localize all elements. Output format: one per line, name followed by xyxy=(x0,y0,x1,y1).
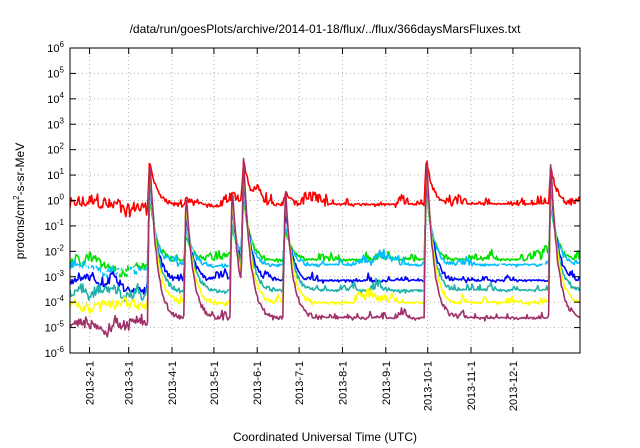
y-tick-label: 10-6 xyxy=(45,345,65,360)
y-tick-label: 10-2 xyxy=(45,243,65,258)
chart-title: /data/run/goesPlots/archive/2014-01-18/f… xyxy=(130,22,522,36)
y-axis-title-part-1: protons/cm xyxy=(13,200,27,259)
y-tick-label: 10-4 xyxy=(45,294,65,309)
series-line-4 xyxy=(70,175,580,295)
x-tick-label: 2013-3-1 xyxy=(124,361,136,405)
y-tick-label: 10-1 xyxy=(45,218,65,233)
y-tick-label: 10-3 xyxy=(45,269,65,284)
x-axis-ticks: 2013-2-1 2013-3-1 2013-4-1 2013-5-1 2013-6-1… xyxy=(85,48,520,411)
y-tick-label: 10-5 xyxy=(45,320,65,335)
y-tick-label: 106 xyxy=(47,40,64,55)
x-tick-label: 2013-12-1 xyxy=(508,361,520,411)
y-tick-label: 105 xyxy=(47,65,64,80)
y-axis-title-part-2: -s-sr-MeV xyxy=(13,143,27,196)
y-axis-ticks: 10-6 10-5 10-4 10-3 10-2 10-1 100 101 102 103 104 1… xyxy=(45,40,580,360)
x-tick-label: 2013-9-1 xyxy=(381,361,393,405)
x-tick-label: 2013-7-1 xyxy=(294,361,306,405)
x-tick-label: 2013-8-1 xyxy=(337,361,349,405)
x-tick-label: 2013-6-1 xyxy=(252,361,264,405)
x-tick-label: 2013-11-1 xyxy=(466,361,478,410)
y-tick-label: 102 xyxy=(47,142,64,157)
x-tick-label: 2013-2-1 xyxy=(85,361,97,405)
series-layer xyxy=(70,157,580,338)
y-axis-title: protons/cm2-s-sr-MeV xyxy=(12,143,27,259)
x-tick-label: 2013-5-1 xyxy=(209,361,221,405)
x-tick-label: 2013-10-1 xyxy=(423,361,435,411)
series-line-0 xyxy=(70,159,580,218)
y-tick-label: 104 xyxy=(47,91,64,106)
y-tick-label: 103 xyxy=(47,116,64,131)
series-line-7 xyxy=(70,157,580,338)
y-tick-label: 100 xyxy=(47,193,64,208)
x-axis-title: Coordinated Universal Time (UTC) xyxy=(233,430,417,444)
y-axis-title-superscript: 2 xyxy=(12,195,21,200)
y-tick-label: 101 xyxy=(47,167,64,182)
x-tick-label: 2013-4-1 xyxy=(167,361,179,405)
